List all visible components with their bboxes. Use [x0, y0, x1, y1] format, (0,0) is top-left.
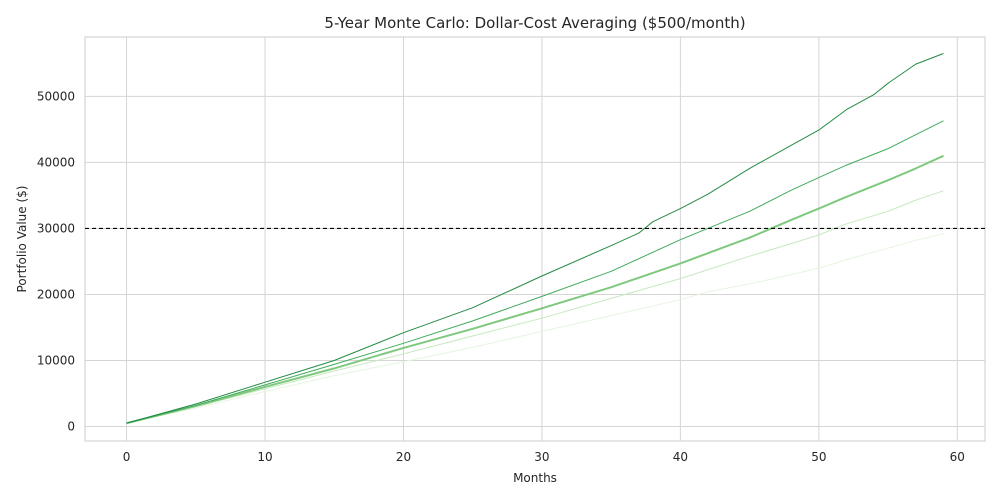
chart-title: 5-Year Monte Carlo: Dollar-Cost Averagin…	[324, 14, 745, 32]
y-tick-label: 20000	[37, 287, 75, 301]
x-tick-label: 20	[396, 450, 411, 464]
y-tick-label: 10000	[37, 353, 75, 367]
series-group	[126, 53, 944, 425]
series-line-2	[126, 190, 944, 424]
x-tick-label: 60	[950, 450, 965, 464]
y-tick-label: 30000	[37, 221, 75, 235]
x-tick-label: 10	[257, 450, 272, 464]
y-axis-label: Portfolio Value ($)	[15, 186, 29, 293]
series-line-3	[126, 154, 944, 425]
y-axis-ticks: 0 10000 20000 30000 40000 50000	[37, 89, 75, 433]
x-tick-label: 30	[534, 450, 549, 464]
plot-area	[84, 36, 986, 442]
x-tick-label: 40	[673, 450, 688, 464]
x-tick-label: 0	[123, 450, 131, 464]
series-line-4	[126, 120, 944, 424]
y-tick-label: 50000	[37, 89, 75, 103]
series-line-5	[126, 53, 944, 424]
series-line-1	[126, 233, 944, 424]
x-axis-label: Months	[513, 471, 557, 485]
x-axis-ticks: 0 10 20 30 40 50 60	[123, 450, 965, 464]
y-tick-label: 40000	[37, 155, 75, 169]
x-tick-label: 50	[811, 450, 826, 464]
y-tick-label: 0	[67, 419, 75, 433]
